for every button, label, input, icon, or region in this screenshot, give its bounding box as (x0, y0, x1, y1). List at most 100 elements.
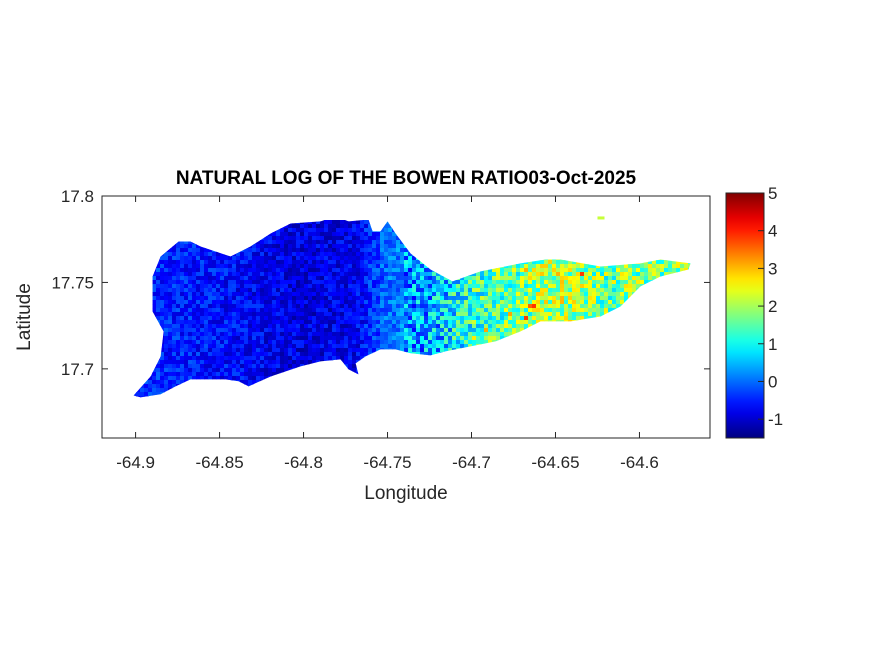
heat-cell (312, 356, 317, 361)
heat-cell (304, 312, 309, 317)
heat-cell (516, 248, 521, 253)
heat-cell (668, 236, 673, 241)
heat-cell (320, 296, 325, 301)
heat-cell (348, 316, 353, 321)
heat-cell (448, 352, 453, 357)
heat-cell (340, 308, 345, 313)
heat-cell (420, 292, 425, 297)
heat-cell (532, 240, 537, 245)
heat-cell (464, 304, 469, 309)
heat-cell (432, 348, 437, 353)
heat-cell (504, 244, 509, 249)
heat-cell (628, 256, 633, 261)
heat-cell (176, 308, 181, 313)
heat-cell (428, 316, 433, 321)
heat-cell (136, 220, 141, 225)
heat-cell (284, 220, 289, 225)
heat-cell (252, 260, 257, 265)
heat-cell (628, 272, 633, 277)
heat-cell (484, 332, 489, 337)
heat-cell (232, 320, 237, 325)
heat-cell (228, 280, 233, 285)
heat-cell (568, 308, 573, 313)
heat-cell (544, 344, 549, 349)
heat-cell (508, 324, 513, 329)
heat-cell (668, 312, 673, 317)
heat-cell (524, 356, 529, 361)
heat-cell (268, 284, 273, 289)
heat-cell (252, 352, 257, 357)
heat-cell (560, 256, 565, 261)
heat-cell (208, 268, 213, 273)
heat-cell (204, 256, 209, 261)
heat-cell (612, 260, 617, 265)
heat-cell (644, 300, 649, 305)
heat-cell (436, 256, 441, 261)
heat-cell (608, 328, 613, 333)
heat-cell (572, 284, 577, 289)
heat-cell (352, 276, 357, 281)
heat-cell (188, 220, 193, 225)
heat-cell (128, 324, 133, 329)
heat-cell (608, 232, 613, 237)
heat-cell (176, 316, 181, 321)
heat-cell (268, 332, 273, 337)
heat-cell (276, 292, 281, 297)
heat-cell (252, 232, 257, 237)
heat-cell (296, 356, 301, 361)
heat-cell (516, 224, 521, 229)
heat-cell (260, 228, 265, 233)
heat-cell (176, 348, 181, 353)
heat-cell (320, 280, 325, 285)
heat-cell (312, 228, 317, 233)
heat-cell (584, 348, 589, 353)
heat-cell (348, 320, 353, 325)
heat-cell (188, 316, 193, 321)
heat-cell (472, 300, 477, 305)
heat-cell (560, 292, 565, 297)
heat-cell (412, 268, 417, 273)
heat-cell (320, 352, 325, 357)
heat-cell (572, 256, 577, 261)
heat-cell (240, 280, 245, 285)
heat-cell (268, 316, 273, 321)
heat-cell (536, 236, 541, 241)
heat-cell (336, 332, 341, 337)
heat-cell (220, 332, 225, 337)
heat-cell (584, 304, 589, 309)
heat-cell (524, 316, 529, 321)
heat-cell (520, 228, 525, 233)
heat-cell (232, 264, 237, 269)
heat-cell (432, 308, 437, 313)
heat-cell (660, 280, 665, 285)
heat-cell (488, 240, 493, 245)
heat-cell (472, 356, 477, 361)
heat-cell (140, 336, 145, 341)
heat-cell (328, 260, 333, 265)
heat-cell (672, 244, 677, 249)
heat-cell (572, 316, 577, 321)
heat-cell (488, 268, 493, 273)
heat-cell (232, 228, 237, 233)
heat-cell (360, 332, 365, 337)
heat-cell (496, 336, 501, 341)
heat-cell (136, 276, 141, 281)
heat-cell (136, 304, 141, 309)
heat-cell (140, 280, 145, 285)
heat-cell (396, 296, 401, 301)
heat-cell (464, 236, 469, 241)
heat-cell (320, 268, 325, 273)
heat-cell (496, 344, 501, 349)
heat-cell (332, 284, 337, 289)
heat-cell (364, 268, 369, 273)
heat-cell (552, 324, 557, 329)
heat-cell (580, 308, 585, 313)
heat-cell (180, 252, 185, 257)
heat-cell (340, 256, 345, 261)
heat-cell (680, 292, 685, 297)
heat-cell (452, 240, 457, 245)
heat-cell (604, 220, 609, 225)
heat-cell (612, 312, 617, 317)
heat-cell (552, 348, 557, 353)
heat-cell (536, 344, 541, 349)
